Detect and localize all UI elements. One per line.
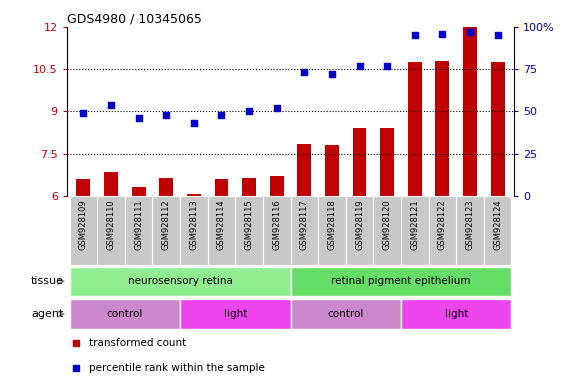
Bar [401,299,511,329]
Text: GSM928123: GSM928123 [465,199,475,250]
Bar [429,196,456,265]
Bar [380,128,394,196]
Bar [353,128,367,196]
Bar [290,266,511,296]
Text: GSM928111: GSM928111 [134,199,143,250]
Bar [70,266,290,296]
Bar [401,196,429,265]
Point [355,63,364,69]
Point [493,32,502,38]
Bar [484,196,511,265]
Point [162,112,171,118]
Text: control: control [328,309,364,319]
Text: control: control [107,309,143,319]
Point [189,120,199,126]
Bar [235,196,263,265]
Point [367,12,376,18]
Bar [180,196,207,265]
Bar [325,145,339,196]
Text: GSM928115: GSM928115 [245,199,253,250]
Text: GSM928124: GSM928124 [493,199,502,250]
Bar [125,196,152,265]
Text: GSM928114: GSM928114 [217,199,226,250]
Text: GSM928122: GSM928122 [438,199,447,250]
Bar [408,62,422,196]
Text: neurosensory retina: neurosensory retina [128,276,232,286]
Bar [207,196,235,265]
Text: tissue: tissue [31,276,64,286]
Text: GSM928109: GSM928109 [79,199,88,250]
Bar [180,299,290,329]
Text: GSM928110: GSM928110 [106,199,116,250]
Bar [214,179,228,196]
Text: GDS4980 / 10345065: GDS4980 / 10345065 [67,13,202,26]
Point [437,31,447,37]
Text: retinal pigment epithelium: retinal pigment epithelium [331,276,471,286]
Text: GSM928118: GSM928118 [328,199,336,250]
Text: GSM928120: GSM928120 [383,199,392,250]
Point [217,112,226,118]
Point [106,101,116,108]
Point [465,29,475,35]
Point [410,32,419,38]
Bar [463,27,477,196]
Text: GSM928121: GSM928121 [410,199,419,250]
Point [382,63,392,69]
Bar [132,187,145,196]
Point [79,110,88,116]
Text: GSM928119: GSM928119 [355,199,364,250]
Point [300,70,309,76]
Bar [263,196,290,265]
Point [367,239,376,245]
Bar [436,61,449,196]
Bar [374,196,401,265]
Bar [346,196,374,265]
Text: light: light [224,309,247,319]
Bar [290,196,318,265]
Text: light: light [444,309,468,319]
Point [272,105,281,111]
Point [245,108,254,114]
Bar [70,196,97,265]
Bar [77,179,90,196]
Bar [297,144,311,196]
Bar [290,299,401,329]
Bar [70,299,180,329]
Text: GSM928113: GSM928113 [189,199,198,250]
Bar [456,196,484,265]
Text: GSM928112: GSM928112 [162,199,171,250]
Text: agent: agent [31,309,64,319]
Bar [187,194,201,196]
Text: GSM928116: GSM928116 [272,199,281,250]
Point [327,71,336,77]
Bar [97,196,125,265]
Bar [242,177,256,196]
Bar [159,177,173,196]
Bar [104,172,118,196]
Bar [270,176,284,196]
Text: percentile rank within the sample: percentile rank within the sample [89,362,265,373]
Text: transformed count: transformed count [89,338,187,348]
Bar [491,62,504,196]
Point [134,115,144,121]
Bar [318,196,346,265]
Bar [152,196,180,265]
Text: GSM928117: GSM928117 [300,199,309,250]
